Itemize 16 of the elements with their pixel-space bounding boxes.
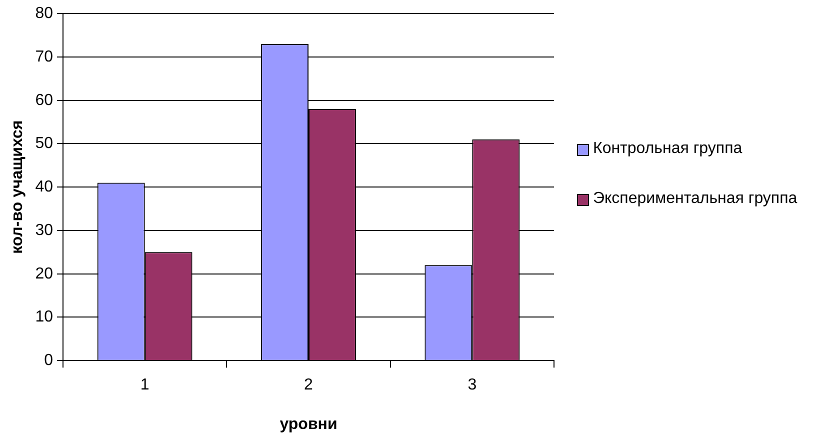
x-tick-label: 3 bbox=[468, 376, 477, 394]
legend-label: Контрольная группа bbox=[593, 140, 742, 158]
x-tick-label: 1 bbox=[140, 376, 150, 394]
y-axis-title: кол-во учащихся bbox=[9, 120, 26, 254]
y-tick-label: 40 bbox=[35, 178, 54, 196]
x-tick-label: 2 bbox=[304, 376, 314, 394]
y-tick-label: 50 bbox=[35, 135, 54, 152]
y-tick-label: 0 bbox=[44, 352, 54, 370]
y-tick-label: 70 bbox=[35, 48, 54, 66]
y-tick-label: 20 bbox=[35, 265, 54, 282]
x-axis-title: уровни bbox=[280, 416, 338, 433]
y-tick-label: 60 bbox=[35, 92, 54, 109]
y-tick-label: 80 bbox=[35, 5, 54, 22]
y-tick-label: 10 bbox=[35, 308, 54, 326]
legend-label: Экспериментальная группа bbox=[593, 190, 798, 208]
y-tick-label: 30 bbox=[35, 222, 54, 239]
